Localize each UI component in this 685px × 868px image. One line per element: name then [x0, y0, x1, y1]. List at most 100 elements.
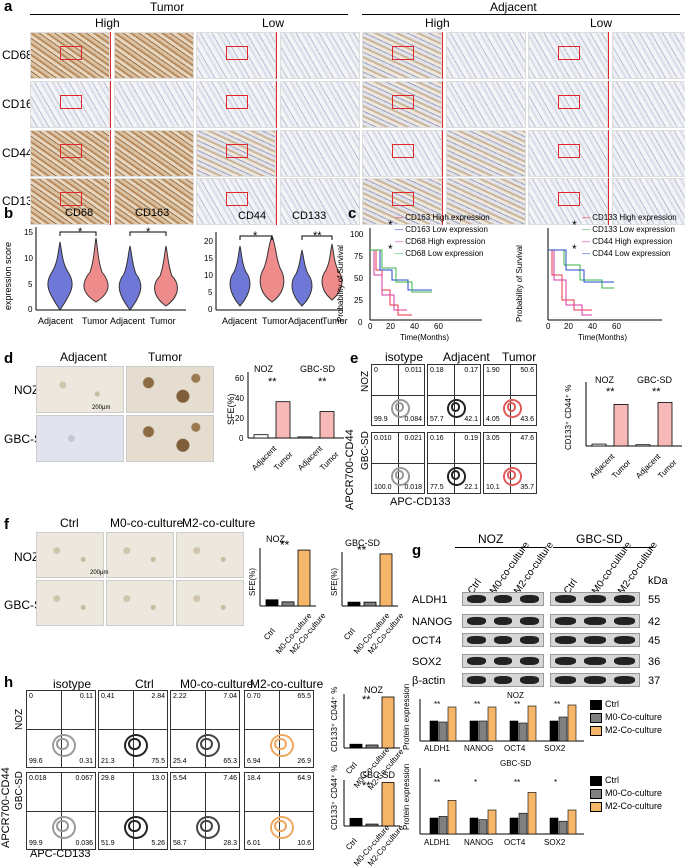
- zoom-connector: [110, 32, 114, 79]
- bar: [349, 743, 363, 749]
- e-col-isotype: isotype: [385, 350, 424, 364]
- flow-contour: [450, 470, 461, 481]
- bar: [487, 706, 497, 742]
- g-protein-label: NANOG: [412, 616, 453, 628]
- ihc-image: [114, 32, 194, 79]
- flow-contour: [56, 737, 69, 751]
- quadrant-value: 7.46: [223, 775, 237, 782]
- c-legend-item: — CD44 Low expression: [582, 249, 671, 258]
- c-left-xlabel: Time(Months): [400, 333, 450, 342]
- quadrant-value: 0.036: [75, 840, 93, 847]
- quadrant-value: 99.9: [374, 416, 388, 423]
- flow-plot: 0.41 2.84 21.3 75.5: [98, 690, 168, 768]
- b-rtick-20: 20: [204, 237, 213, 246]
- quadrant-value: 10.6: [297, 840, 311, 847]
- g-sig: **: [554, 700, 561, 709]
- g-sig: **: [514, 700, 521, 709]
- zoom-box: [392, 144, 414, 158]
- b-xtick-8: Tumor: [322, 316, 348, 326]
- quadrant-value: 65.5: [297, 693, 311, 700]
- zoom-box: [60, 95, 82, 109]
- g-sig: **: [434, 700, 441, 709]
- quadrant-value: 5.54: [173, 775, 187, 782]
- flow-plot: 0.010 0.021 100.0 0.018: [371, 432, 425, 494]
- g-xtick: OCT4: [504, 744, 526, 753]
- d-scale-bar: 200μm: [92, 405, 111, 411]
- quadrant-value: 0: [29, 693, 33, 700]
- e-chart-group-gbc: GBC-SD: [637, 375, 673, 385]
- b-sig-1: *: [78, 226, 83, 238]
- ihc-image: [280, 81, 360, 128]
- panel-label-a: a: [4, 0, 13, 15]
- quadrant-value: 2.22: [173, 693, 187, 700]
- ihc-row-label: CD44: [2, 146, 33, 160]
- g-chart1-ylabel: Protein expression: [402, 683, 411, 750]
- zoom-connector: [608, 32, 612, 79]
- km-cd133-low: [548, 249, 614, 289]
- bar: [447, 706, 457, 742]
- b-group-cd44: CD44: [238, 210, 267, 222]
- ihc-image: [280, 32, 360, 79]
- b-ytick-5: 5: [28, 280, 33, 289]
- c-right-xtick-60: 60: [612, 322, 621, 331]
- c-legend-item: — CD163 High expression: [395, 213, 490, 222]
- c-right-axes: [547, 228, 662, 321]
- zoom-connector: [608, 178, 612, 225]
- h-chart-noz: [343, 694, 400, 749]
- km-cd133-high: [548, 249, 592, 311]
- ihc-image: [362, 178, 442, 225]
- flow-contour: [123, 733, 148, 758]
- sphere-photo-noz-adjacent: [36, 366, 124, 413]
- flow-contour: [123, 815, 148, 840]
- quadrant-value: 1.90: [486, 367, 500, 374]
- quadrant-value: 0.70: [247, 693, 261, 700]
- panel-label-e: e: [350, 350, 359, 367]
- b-sig-2: *: [146, 226, 151, 238]
- flow-plot: 0 0.11 99.6 0.31: [26, 690, 96, 768]
- flow-contour: [506, 402, 517, 413]
- d-chart-group-noz: NOZ: [254, 364, 273, 374]
- header-high-1: High: [95, 16, 120, 30]
- h-row-gbcsd: GBC-SD: [14, 771, 25, 810]
- c-left-legend: — CD163 High expression — CD163 Low expr…: [395, 212, 490, 260]
- flow-contour: [128, 737, 141, 751]
- b-right-axis: [215, 232, 343, 311]
- zoom-box: [226, 95, 248, 109]
- f1-xtick-ctrl: Ctrl: [262, 626, 277, 642]
- f-scale-bar: 200μm: [90, 570, 109, 576]
- blot-band: [493, 657, 513, 665]
- blot-strip: [550, 592, 640, 606]
- ihc-image: [30, 178, 110, 225]
- b-sig-brackets: [59, 231, 333, 240]
- quadrant-value: 10.1: [486, 484, 500, 491]
- blot-strip: [550, 614, 640, 628]
- bar: [657, 402, 673, 447]
- blot-strip: [462, 592, 544, 606]
- flow-contour: [394, 402, 405, 413]
- tumor-divider: [30, 14, 348, 15]
- quadrant-value: 0.31: [79, 758, 93, 765]
- flow-contour: [450, 402, 461, 413]
- flow-contour: [200, 737, 213, 751]
- flow-contour: [506, 470, 517, 481]
- ihc-image: [528, 32, 608, 79]
- quadrant-value: 28.3: [223, 840, 237, 847]
- flow-contour: [51, 733, 76, 758]
- quadrant-value: 0.011: [405, 367, 422, 374]
- km-cd163-low: [370, 249, 432, 291]
- quadrant-value: 99.9: [29, 840, 43, 847]
- b-group-cd163: CD163: [135, 207, 170, 219]
- blot-band: [520, 676, 539, 684]
- c-left-xtick-60: 60: [434, 322, 443, 331]
- bar: [365, 823, 379, 827]
- g-legend-item: Ctrl: [590, 774, 662, 787]
- g-chart2-ylabel: Protein expression: [402, 763, 411, 830]
- violin-cd68-adjacent: [47, 241, 73, 311]
- blot-strip: [550, 633, 640, 647]
- h-col-m0: M0-co-culture: [180, 677, 254, 691]
- g-xtick: OCT4: [504, 838, 526, 847]
- blot-strip: [462, 673, 544, 687]
- g-kda-label: kDa: [648, 575, 668, 587]
- ihc-image: [612, 178, 685, 225]
- blot-band: [493, 636, 513, 644]
